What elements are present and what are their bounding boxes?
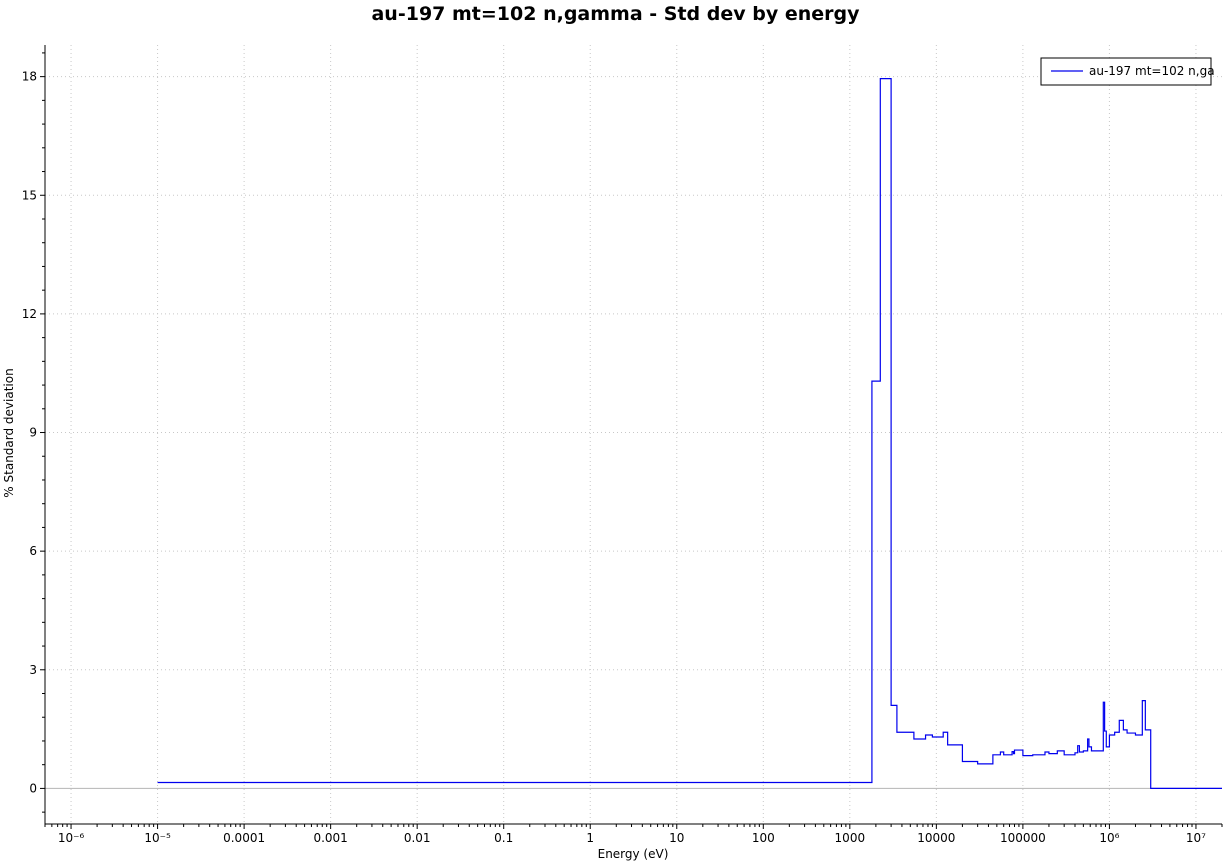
x-tick-label: 100000 xyxy=(1000,831,1046,845)
grid-layer xyxy=(45,45,1222,824)
y-tick-label: 0 xyxy=(29,781,37,795)
x-tick-label: 10⁶ xyxy=(1099,831,1119,845)
x-tick-label: 1000 xyxy=(835,831,866,845)
chart-title: au-197 mt=102 n,gamma - Std dev by energ… xyxy=(371,3,860,25)
x-tick-label: 100 xyxy=(752,831,775,845)
legend: au-197 mt=102 n,ga xyxy=(1040,57,1215,86)
x-tick-label: 0.001 xyxy=(313,831,347,845)
x-axis-label: Energy (eV) xyxy=(598,847,669,861)
x-tick-label: 1 xyxy=(586,831,594,845)
x-tick-label: 10 xyxy=(669,831,684,845)
x-tick-label: 10⁻⁶ xyxy=(58,831,85,845)
axes-layer: 10⁻⁶ 10⁻⁵ 0.0001 0.001 0.01 0.1 1 10 100 1000 1000… xyxy=(22,45,1223,845)
legend-label: au-197 mt=102 n,ga xyxy=(1089,64,1215,78)
x-tick-label: 10⁻⁵ xyxy=(144,831,171,845)
series-line xyxy=(157,78,1222,790)
y-tick-label: 3 xyxy=(29,663,37,677)
y-tick-label: 18 xyxy=(22,70,37,84)
x-tick-label: 0.1 xyxy=(494,831,513,845)
y-axis-label: % Standard deviation xyxy=(2,368,16,497)
x-tick-label: 10⁷ xyxy=(1186,831,1206,845)
series-layer xyxy=(157,78,1222,790)
y-tick-label: 12 xyxy=(22,307,37,321)
x-tick-label: 0.01 xyxy=(404,831,431,845)
y-tick-label: 15 xyxy=(22,188,37,202)
y-tick-label: 6 xyxy=(29,544,37,558)
x-tick-label: 0.0001 xyxy=(223,831,265,845)
x-tick-label: 10000 xyxy=(917,831,955,845)
y-tick-label: 9 xyxy=(29,426,37,440)
